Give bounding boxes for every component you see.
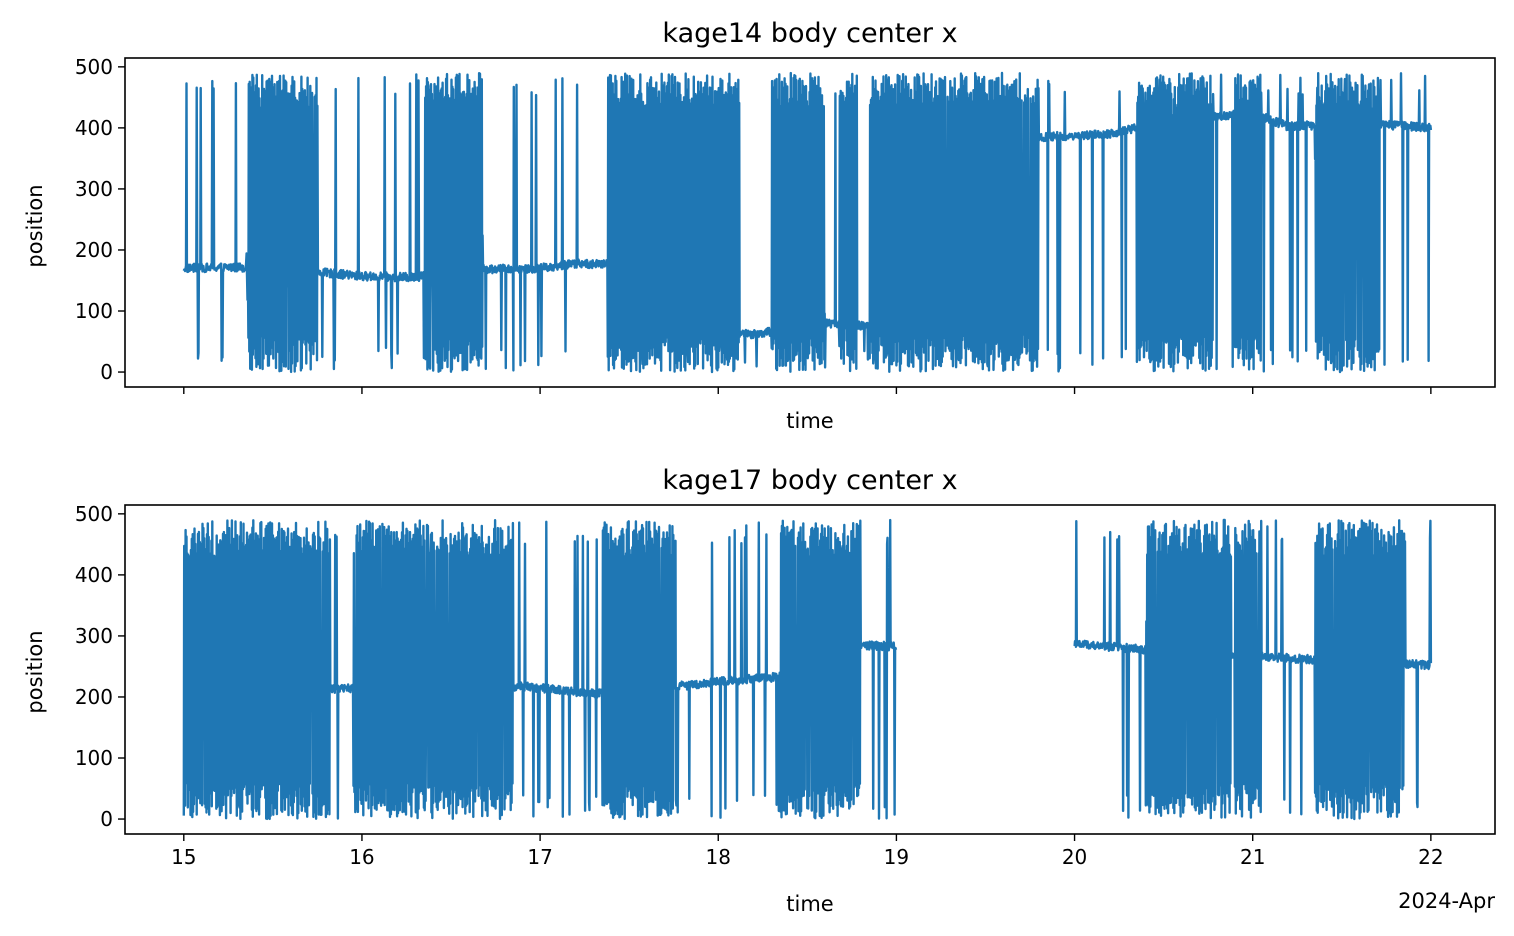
chart-title: kage14 body center x	[662, 18, 957, 49]
series-line-segment	[182, 71, 1433, 374]
y-tick-label: 0	[100, 360, 113, 384]
series-line-kage14	[182, 71, 1433, 374]
chart-title: kage17 body center x	[662, 465, 957, 496]
x-axis-ticks	[183, 387, 1432, 394]
axes-frame	[124, 57, 1496, 388]
y-axis-ticks: 0 100 200 300 400 500	[75, 55, 125, 384]
y-axis-label: position	[23, 184, 47, 267]
y-tick-label: 100	[75, 299, 113, 323]
x-axis-label: time	[786, 409, 833, 433]
y-axis-ticks: 0 100 200 300 400 500	[75, 502, 125, 831]
axes-frame	[124, 504, 1496, 835]
x-tick-label: 19	[884, 845, 909, 869]
axes-kage14: 0 100 200 300 400 500 kage14 body center x ti…	[23, 18, 1496, 433]
x-tick-label: 16	[349, 845, 374, 869]
y-tick-label: 500	[75, 55, 113, 79]
y-tick-label: 500	[75, 502, 113, 526]
y-axis-label: position	[23, 630, 47, 713]
date-offset-label: 2024-Apr	[1398, 889, 1495, 913]
x-axis-label: time	[786, 892, 833, 916]
x-tick-label: 17	[527, 845, 552, 869]
axes-kage17: 0 100 200 300 400 500 15 16 17 18 19 20 21 22 kage17…	[23, 465, 1496, 916]
x-tick-label: 22	[1418, 845, 1443, 869]
y-tick-label: 400	[75, 563, 113, 587]
y-tick-label: 200	[75, 685, 113, 709]
y-tick-label: 200	[75, 238, 113, 262]
x-tick-label: 20	[1062, 845, 1087, 869]
y-tick-label: 300	[75, 177, 113, 201]
x-axis-ticks: 15 16 17 18 19 20 21 22	[171, 834, 1444, 869]
series-line-segment	[1073, 518, 1433, 821]
series-line-kage17	[182, 518, 1433, 821]
y-tick-label: 100	[75, 746, 113, 770]
x-tick-label: 21	[1240, 845, 1265, 869]
series-line-segment	[182, 518, 898, 821]
y-tick-label: 400	[75, 116, 113, 140]
y-tick-label: 0	[100, 807, 113, 831]
x-tick-label: 18	[706, 845, 731, 869]
x-tick-label: 15	[171, 845, 196, 869]
y-tick-label: 300	[75, 624, 113, 648]
